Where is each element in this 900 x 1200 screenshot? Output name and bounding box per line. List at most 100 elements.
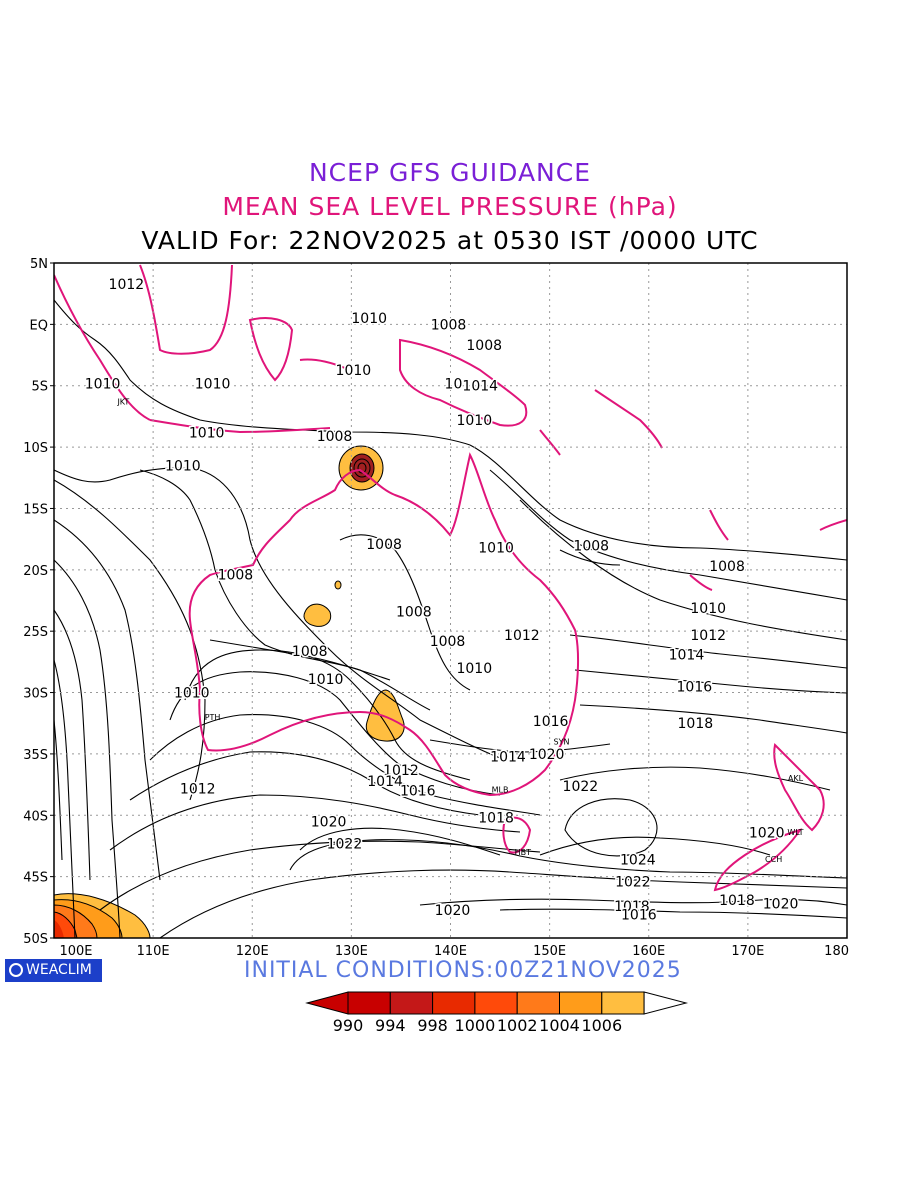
city-label: HBT (515, 848, 532, 857)
isobar-label: 1014 (462, 379, 498, 395)
lon-label: 100E (59, 944, 92, 959)
isobar-label: 1022 (327, 837, 363, 853)
isobar-label: 1012 (180, 781, 216, 797)
isobar-label: 1010 (478, 541, 514, 557)
lat-label: 15S (23, 502, 48, 517)
colorbar-arrow-low (305, 991, 349, 1015)
longitude-labels: 100E 110E 120E 130E 140E 150E 160E 170E 180 (59, 944, 849, 959)
isobar-label: 1020 (311, 814, 347, 830)
lon-label: 170E (731, 944, 764, 959)
isobar-label: 1012 (383, 763, 419, 779)
lat-label: 10S (23, 441, 48, 456)
isobar-label: 1024 (620, 852, 656, 868)
low-pressure-shading (54, 445, 405, 938)
colorbar-swatch (601, 991, 645, 1015)
lat-label: 20S (23, 564, 48, 579)
lon-label: 180 (824, 944, 849, 959)
colorbar-label: 1002 (497, 1016, 538, 1035)
isobar-label: 1008 (366, 537, 402, 553)
coastlines (54, 264, 847, 892)
isobar-label: 1020 (435, 903, 471, 919)
isobar-label: 1010 (456, 413, 492, 429)
isobar-label: 1022 (563, 779, 599, 795)
title-line-2: MEAN SEA LEVEL PRESSURE (hPa) (222, 192, 678, 221)
isobar-label: 1008 (431, 317, 467, 333)
title-line-1: NCEP GFS GUIDANCE (308, 158, 591, 187)
city-label: MLB (492, 785, 509, 794)
lon-label: 120E (236, 944, 269, 959)
isobar-label: 1014 (669, 648, 705, 664)
lat-label: EQ (30, 318, 48, 333)
weaclim-logo: WEACLIM (5, 959, 102, 982)
lat-label: 5N (30, 257, 48, 272)
city-label: PTH (205, 713, 221, 722)
isobar-label: 1010 (308, 672, 344, 688)
colorbar-swatch (516, 991, 561, 1015)
city-label: WLT (787, 828, 803, 837)
city-labels: JKT PTH SYN MLB HBT AKL WLT CCH (116, 397, 803, 864)
latitude-labels: 5N EQ 5S 10S 15S 20S 25S 30S 35S 40S 45S 50S (23, 257, 54, 947)
isobar-label: 1012 (109, 277, 145, 293)
colorbar-swatch (432, 991, 476, 1015)
isobar-label: 1012 (504, 628, 540, 644)
isobar-label: 1018 (678, 716, 714, 732)
isobar-label: 1022 (615, 875, 651, 891)
isobar-label: 1018 (719, 893, 755, 909)
map-frame (53, 262, 848, 939)
isobar-label: 1020 (763, 897, 799, 913)
colorbar-swatch (559, 991, 603, 1015)
isobar-label: 1018 (614, 899, 650, 915)
title-line-3: VALID For: 22NOV2025 at 0530 IST /0000 U… (141, 226, 759, 255)
colorbar-label: 990 (333, 1016, 364, 1035)
isobar-contours (54, 299, 847, 938)
colorbar-label: 994 (375, 1016, 406, 1035)
isobar-label: 1016 (621, 908, 657, 924)
lat-label: 5S (31, 380, 48, 395)
city-label: JKT (116, 397, 129, 406)
isobar-label: 1010 (195, 376, 231, 392)
colorbar-label: 1006 (581, 1016, 622, 1035)
logo-text: WEACLIM (26, 962, 92, 978)
isobar-label: 1010 (174, 686, 210, 702)
isobar-label: 1010 (456, 661, 492, 677)
isobar-label: 1010 (165, 459, 201, 475)
city-label: AKL (788, 774, 804, 783)
lat-label: 40S (23, 809, 48, 824)
colorbar-label: 1004 (539, 1016, 580, 1035)
lat-label: 45S (23, 871, 48, 886)
isobar-label: 1012 (690, 628, 726, 644)
colorbar-swatch (474, 991, 518, 1015)
lon-label: 110E (137, 944, 170, 959)
isobar-label: 1010 (690, 601, 726, 617)
lat-label: 50S (23, 932, 48, 947)
isobar-label: 1018 (478, 811, 514, 827)
isobar-label: 1010 (351, 311, 387, 327)
isobar-label: 1010 (336, 363, 372, 379)
lon-label: 140E (434, 944, 467, 959)
city-label: CCH (765, 855, 782, 864)
logo-ring-icon (9, 963, 23, 977)
isobar-label: 1016 (533, 714, 569, 730)
isobar-label: 1010 (85, 376, 121, 392)
isobar-label: 1008 (466, 338, 502, 354)
grid-lines (54, 263, 847, 938)
isobar-label: 1008 (292, 644, 328, 660)
isobar-label: 1008 (317, 429, 353, 445)
colorbar-label: 1000 (455, 1016, 496, 1035)
colorbar-label: 998 (417, 1016, 448, 1035)
isobar-label: 1008 (396, 605, 432, 621)
isobar-label: 1014 (490, 749, 526, 765)
initial-conditions: INITIAL CONDITIONS:00Z21NOV2025 (244, 958, 682, 983)
isobar-label: 1008 (218, 568, 254, 584)
lon-label: 130E (335, 944, 368, 959)
isobar-label: 1020 (749, 825, 785, 841)
isobar-label: 1016 (677, 679, 713, 695)
lat-label: 30S (23, 687, 48, 702)
colorbar: 990 994 998 1000 1002 1004 1006 (305, 991, 689, 1035)
isobar-label: 1008 (430, 634, 466, 650)
lon-label: 160E (632, 944, 665, 959)
colorbar-swatch (347, 991, 391, 1015)
colorbar-arrow-high (643, 991, 689, 1015)
